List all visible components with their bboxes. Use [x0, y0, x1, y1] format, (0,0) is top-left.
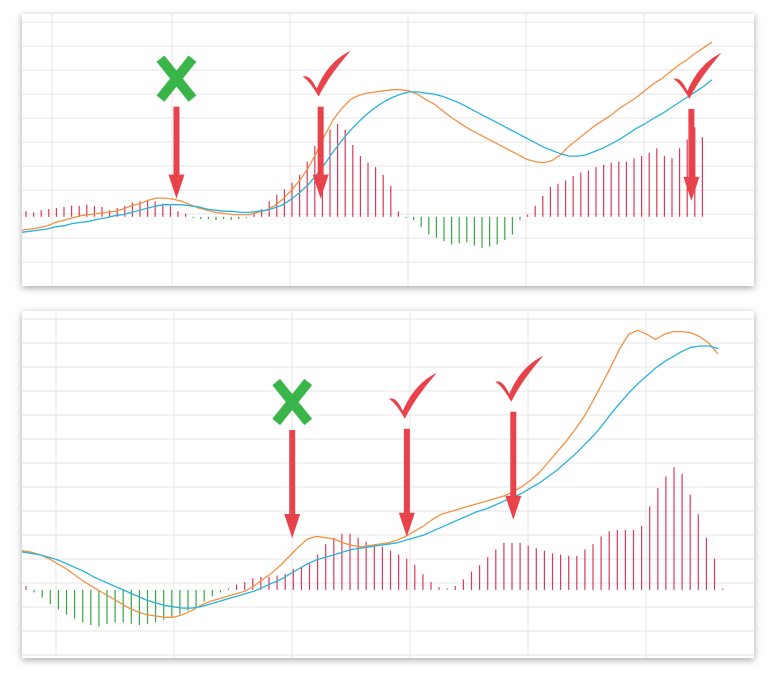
down-arrow-icon [505, 411, 522, 520]
slow-line [22, 79, 713, 233]
down-arrow-head [683, 176, 700, 201]
chart-panel-bottom [22, 311, 754, 658]
macd-chart-top [22, 14, 754, 286]
down-arrow-shaft [688, 108, 695, 179]
cross-mark-icon [156, 55, 197, 102]
down-arrow-icon [284, 430, 301, 539]
down-arrow-shaft [173, 106, 180, 177]
check-mark-icon [302, 50, 351, 97]
down-arrow-head [398, 512, 415, 537]
cross-mark-icon [272, 378, 313, 426]
down-arrow-head [168, 174, 185, 199]
check-mark-stroke [673, 52, 722, 99]
cross-mark-stroke [156, 55, 197, 102]
chart-panel-top [22, 14, 754, 286]
down-arrow-shaft [510, 411, 517, 498]
slow-line [22, 345, 719, 609]
down-arrow-head [284, 514, 301, 539]
down-arrow-shaft [403, 428, 410, 515]
check-mark-icon [495, 355, 544, 402]
fast-line [22, 41, 713, 231]
check-mark-icon [388, 372, 437, 419]
fast-line [22, 329, 719, 618]
down-arrow-icon [312, 106, 329, 199]
down-arrow-icon [168, 106, 185, 199]
down-arrow-icon [398, 428, 415, 537]
down-arrow-head [505, 495, 522, 520]
check-mark-stroke [495, 355, 544, 402]
macd-chart-bottom [22, 311, 754, 658]
check-mark-icon [673, 52, 722, 99]
check-mark-stroke [388, 372, 437, 419]
down-arrow-shaft [289, 430, 296, 517]
down-arrow-icon [683, 108, 700, 201]
check-mark-stroke [302, 50, 351, 97]
down-arrow-head [312, 174, 329, 199]
down-arrow-shaft [317, 106, 324, 177]
cross-mark-stroke [272, 378, 313, 426]
